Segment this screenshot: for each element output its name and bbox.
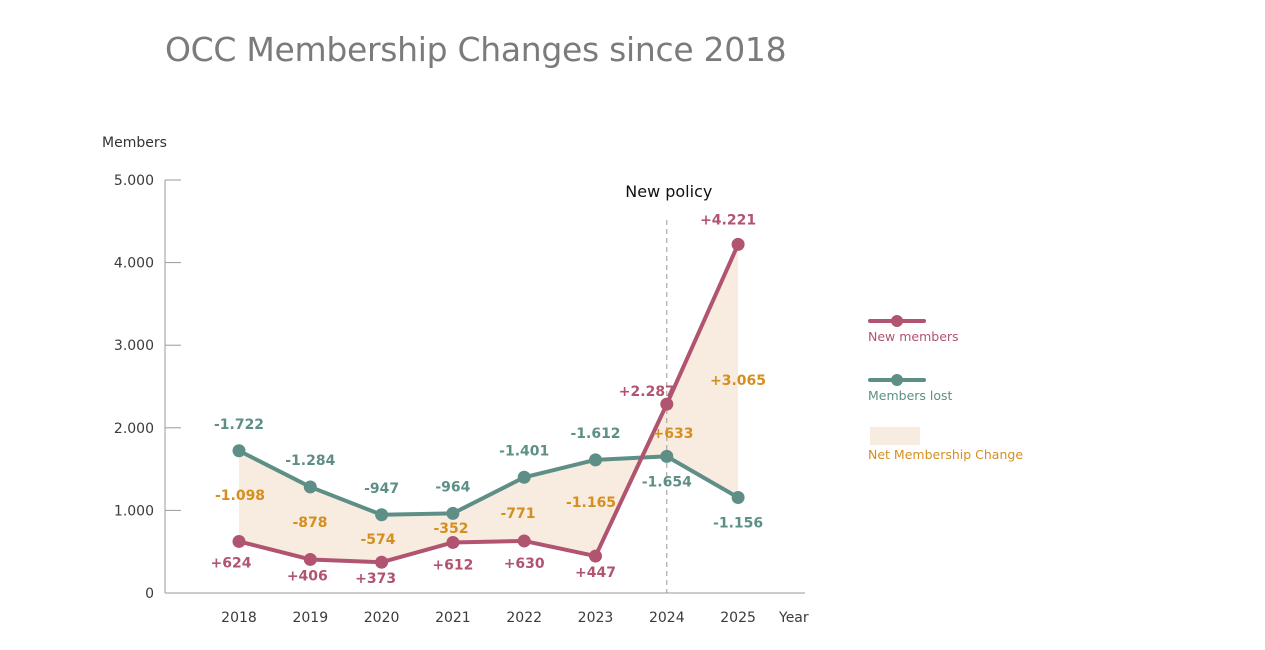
members-lost-data-label: -947 (364, 481, 399, 497)
legend-item-new-members: New members (868, 312, 1068, 352)
members-lost-data-label: -1.654 (642, 474, 692, 490)
x-tick-label: 2019 (292, 610, 328, 626)
members-lost-data-label: -1.156 (713, 516, 763, 532)
new-members-point (375, 555, 389, 569)
legend-net-change-label: Net Membership Change (868, 447, 1024, 462)
annotation: New policy (625, 182, 712, 593)
new-members-point (303, 552, 317, 566)
members-lost-point (375, 508, 389, 522)
members-lost-point (660, 449, 674, 463)
net-change-data-label: -1.098 (215, 488, 265, 504)
new-members-data-label: +373 (355, 571, 396, 587)
net-change-data-label: -574 (360, 532, 395, 548)
axes: 0 1.000 2.000 3.000 4.000 5.000 Members 2018 201… (102, 135, 809, 626)
legend-new-members-swatch (868, 315, 926, 327)
x-axis-label: Year (778, 610, 809, 626)
members-lost-line (237, 448, 741, 517)
legend-net-change-swatch (870, 427, 920, 445)
x-tick-label: 2022 (506, 610, 542, 626)
members-lost-data-label: -964 (435, 479, 470, 495)
members-lost-data-label: -1.722 (214, 417, 264, 433)
new-members-point (660, 397, 674, 411)
annotation-text: New policy (625, 182, 712, 201)
new-members-data-label: +624 (211, 555, 252, 571)
x-tick-label: 2018 (221, 610, 257, 626)
y-tick-label: 5.000 (114, 173, 154, 189)
new-members-point (232, 534, 246, 548)
new-members-data-label: +4.221 (700, 212, 756, 228)
chart-title: OCC Membership Changes since 2018 (165, 30, 787, 69)
y-tick-label: 0 (145, 586, 154, 602)
net-change-data-label: +633 (653, 426, 694, 442)
new-members-point (446, 535, 460, 549)
x-tick-label: 2023 (578, 610, 614, 626)
members-lost-point (589, 453, 602, 467)
new-members-data-label: +447 (575, 565, 616, 581)
members-lost-point (446, 506, 460, 520)
y-tick-label: 2.000 (114, 421, 154, 437)
series-lines (237, 242, 741, 565)
new-members-point (589, 549, 602, 563)
x-tick-label: 2021 (435, 610, 471, 626)
y-tick-label: 4.000 (114, 256, 154, 272)
members-lost-point (517, 470, 531, 484)
new-members-data-label: +612 (432, 557, 473, 573)
new-members-data-label: +406 (287, 568, 328, 584)
members-lost-point (731, 491, 745, 505)
net-change-area (239, 244, 739, 563)
data-labels: -1.722 -1.284 -947 -964 -1.401 -1.612 -1.654 -1… (211, 212, 766, 587)
legend-members-lost-swatch (868, 374, 926, 386)
series-points (232, 237, 745, 569)
members-lost-data-label: -1.284 (285, 453, 335, 469)
x-tick-label: 2024 (649, 610, 685, 626)
new-members-data-label: +2.287 (619, 384, 675, 400)
new-members-line (237, 242, 741, 565)
members-lost-data-label: -1.401 (499, 443, 549, 459)
y-tick-label: 1.000 (114, 503, 154, 519)
legend-item-net-change: Net Membership Change (868, 427, 1068, 467)
new-members-point (731, 237, 745, 251)
net-change-data-label: -878 (292, 515, 327, 531)
net-change-fill (239, 244, 739, 563)
net-change-data-label: -771 (500, 506, 535, 522)
new-members-data-label: +630 (504, 556, 545, 572)
members-lost-point (303, 480, 317, 494)
legend-new-members-label: New members (868, 329, 959, 344)
new-members-point (517, 534, 531, 548)
y-tick-label: 3.000 (114, 338, 154, 354)
net-change-data-label: -1.165 (566, 495, 616, 511)
members-lost-data-label: -1.612 (570, 426, 620, 442)
x-tick-label: 2025 (720, 610, 756, 626)
net-change-data-label: +3.065 (710, 373, 766, 389)
y-axis-label: Members (102, 135, 167, 151)
legend-members-lost-label: Members lost (868, 388, 953, 403)
members-lost-point (232, 444, 246, 458)
net-change-data-label: -352 (433, 521, 468, 537)
x-tick-label: 2020 (364, 610, 400, 626)
legend-item-members-lost: Members lost (868, 371, 1068, 411)
